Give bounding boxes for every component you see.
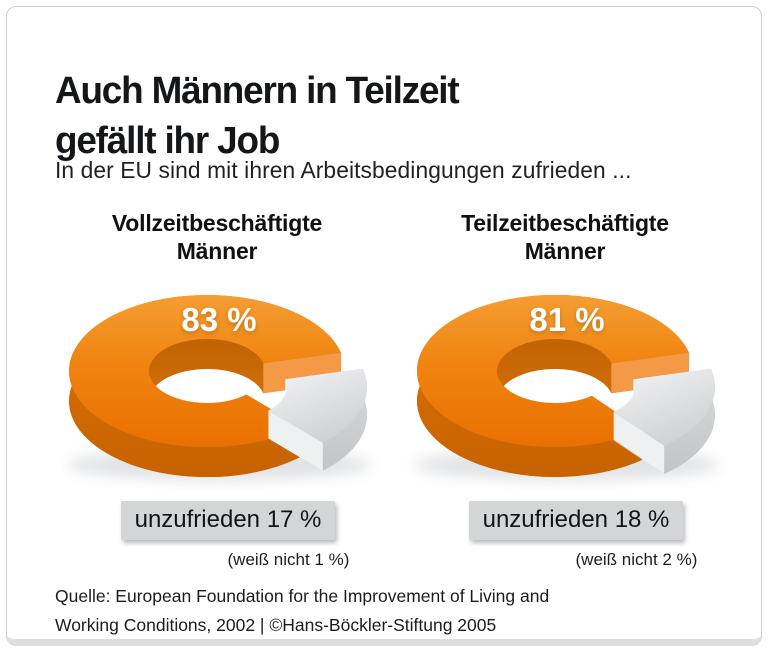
orange-slice-zufrieden xyxy=(69,295,341,448)
gray-wedge-top xyxy=(613,368,716,446)
gray-slice-unzufrieden xyxy=(268,368,368,471)
title-line-1: Auch Männern in Teilzeit xyxy=(55,70,460,113)
gray-slice-unzufrieden xyxy=(613,368,716,474)
gray-cut-face xyxy=(268,410,323,471)
donut-value-label: 81 % xyxy=(529,301,604,338)
chart-column-teilzeit: Teilzeitbeschäftigte Männer 81 % unzufri… xyxy=(395,209,735,570)
donut-graphic xyxy=(415,294,719,480)
gray-wedge-side xyxy=(322,368,368,471)
unzufrieden-badge: unzufrieden 18 % xyxy=(468,501,684,540)
weiss-nicht-note: (weiß nicht 1 %) xyxy=(227,550,350,569)
source-line-2: Working Conditions, 2002 | ©Hans-Böckler… xyxy=(55,615,497,635)
donut-chart-vollzeit: 83 % xyxy=(67,295,371,480)
gray-wedge-top xyxy=(268,368,368,443)
gray-wedge-side xyxy=(664,368,716,474)
chart-column-vollzeit: Vollzeitbeschäftigte Männer 83 % unzufri… xyxy=(47,209,387,570)
donut-graphic xyxy=(67,295,371,480)
label-group: unzufrieden 18 % (weiß nicht 2 %) xyxy=(468,501,697,570)
donut-chart-teilzeit: 81 % xyxy=(415,294,719,480)
chart-title-teilzeit: Teilzeitbeschäftigte Männer xyxy=(461,210,669,264)
donut-value-label: 83 % xyxy=(181,301,256,338)
weiss-nicht-note: (weiß nicht 2 %) xyxy=(575,550,698,569)
label-group: unzufrieden 17 % (weiß nicht 1 %) xyxy=(120,501,349,570)
gray-cut-face xyxy=(613,411,665,474)
unzufrieden-badge: unzufrieden 17 % xyxy=(120,501,336,540)
source-credit: Quelle: European Foundation for the Impr… xyxy=(55,582,549,640)
infographic-panel: Auch Männern in Teilzeit gefällt ihr Job… xyxy=(6,6,762,646)
source-line-1: Quelle: European Foundation for the Impr… xyxy=(55,586,550,606)
subtitle: In der EU sind mit ihren Arbeitsbedingun… xyxy=(55,157,632,183)
orange-slice-zufrieden xyxy=(417,294,689,447)
chart-title-vollzeit: Vollzeitbeschäftigte Männer xyxy=(111,210,323,264)
title-line-2: gefällt ihr Job xyxy=(55,120,280,163)
page-title: Auch Männern in Teilzeit gefällt ihr Job xyxy=(55,66,460,166)
